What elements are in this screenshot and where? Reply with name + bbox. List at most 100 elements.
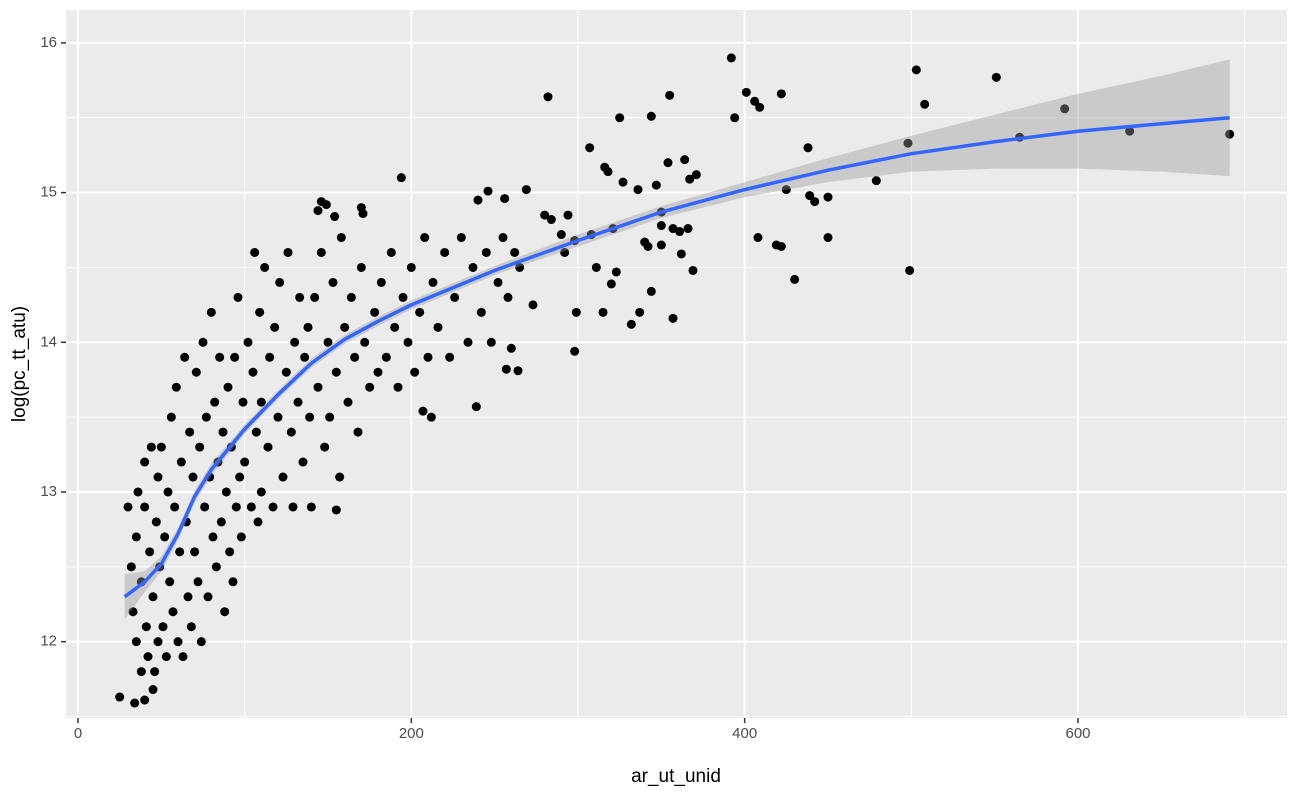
point	[390, 322, 400, 332]
point	[223, 382, 233, 392]
point	[753, 233, 763, 243]
point	[398, 292, 408, 302]
point	[513, 366, 523, 376]
point	[170, 502, 180, 512]
point	[211, 562, 221, 572]
point	[611, 267, 621, 277]
point	[1125, 126, 1135, 136]
point	[403, 337, 413, 347]
point	[243, 337, 253, 347]
point	[115, 692, 125, 702]
point	[463, 337, 473, 347]
point	[585, 143, 595, 153]
point	[171, 382, 181, 392]
point	[376, 277, 386, 287]
point	[225, 547, 235, 557]
point	[750, 96, 760, 106]
point	[270, 322, 280, 332]
point	[426, 412, 436, 422]
point	[248, 367, 258, 377]
point	[278, 472, 288, 482]
point	[521, 185, 531, 195]
point	[230, 352, 240, 362]
point	[191, 367, 201, 377]
point	[656, 240, 666, 250]
point	[313, 206, 323, 216]
point	[275, 277, 285, 287]
point	[141, 622, 151, 632]
point	[303, 322, 313, 332]
point	[365, 382, 375, 392]
point	[810, 197, 820, 207]
point	[215, 352, 225, 362]
point	[198, 337, 208, 347]
point	[331, 505, 341, 515]
point	[158, 622, 168, 632]
point	[871, 176, 881, 186]
point	[755, 102, 765, 112]
point	[418, 406, 428, 416]
point	[905, 265, 915, 275]
point	[126, 562, 136, 572]
point	[283, 247, 293, 257]
point	[683, 224, 693, 234]
point	[651, 180, 661, 190]
point	[148, 592, 158, 602]
point	[776, 89, 786, 99]
point	[133, 487, 143, 497]
point	[668, 313, 678, 323]
y-tick-label: 14	[40, 333, 57, 350]
point	[331, 367, 341, 377]
point	[646, 286, 656, 296]
point	[163, 487, 173, 497]
point	[440, 247, 450, 257]
point	[256, 487, 266, 497]
point	[336, 233, 346, 243]
point	[563, 210, 573, 220]
point	[200, 502, 210, 512]
point	[570, 346, 580, 356]
point	[161, 652, 171, 662]
point	[295, 292, 305, 302]
point	[510, 247, 520, 257]
point	[483, 186, 493, 196]
point	[203, 592, 213, 602]
point	[663, 158, 673, 168]
point	[603, 167, 613, 177]
y-tick-label: 16	[40, 34, 57, 51]
point	[140, 502, 150, 512]
point	[1060, 104, 1070, 114]
point	[501, 364, 511, 374]
point	[186, 622, 196, 632]
point	[305, 412, 315, 422]
point	[423, 352, 433, 362]
point	[123, 502, 133, 512]
point	[675, 227, 685, 237]
point	[591, 262, 601, 272]
point	[350, 352, 360, 362]
point	[503, 292, 513, 302]
point	[335, 472, 345, 482]
point	[598, 307, 608, 317]
point	[358, 209, 368, 219]
point	[236, 532, 246, 542]
point	[190, 547, 200, 557]
point	[635, 307, 645, 317]
point	[231, 502, 241, 512]
point	[330, 212, 340, 222]
point	[251, 427, 261, 437]
point	[741, 87, 751, 97]
point	[240, 457, 250, 467]
point	[143, 652, 153, 662]
point	[433, 322, 443, 332]
point	[156, 442, 166, 452]
point	[323, 337, 333, 347]
point	[193, 577, 203, 587]
point	[340, 322, 350, 332]
point	[185, 427, 195, 437]
point	[281, 367, 291, 377]
point	[343, 397, 353, 407]
point	[128, 607, 138, 617]
point	[726, 53, 736, 63]
point	[790, 274, 800, 284]
